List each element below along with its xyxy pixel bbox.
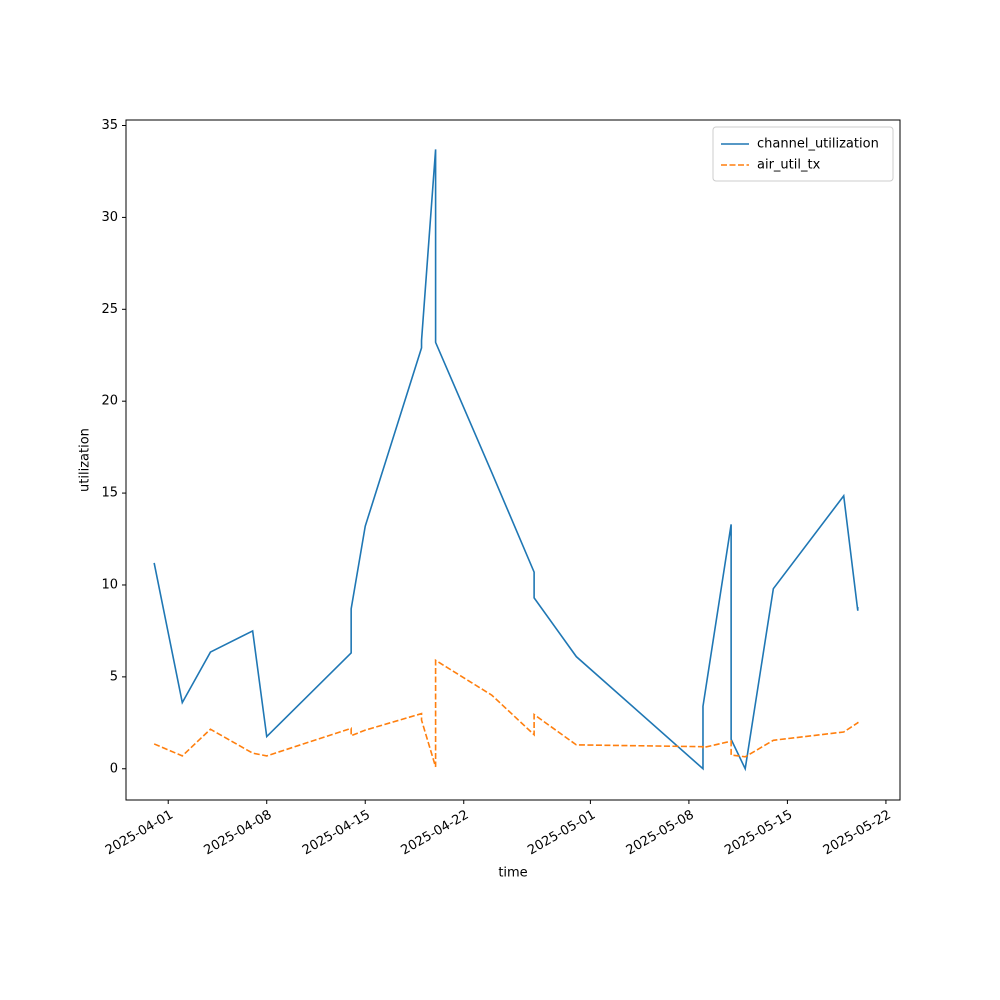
y-tick-label: 35 [101, 118, 118, 133]
x-tick-label: 2025-04-08 [202, 808, 275, 859]
x-tick-label: 2025-04-22 [399, 808, 472, 859]
x-axis-label: time [498, 866, 527, 881]
data-line [153, 149, 859, 772]
legend-label: channel_utilization [757, 137, 879, 152]
y-tick-label: 20 [101, 394, 118, 409]
legend-label: air_util_tx [757, 158, 821, 173]
y-tick-label: 25 [101, 302, 118, 317]
y-tick-label: 30 [101, 210, 118, 225]
data-line [153, 658, 859, 768]
x-tick-label: 2025-05-22 [821, 808, 894, 859]
y-axis-label: utilization [78, 428, 93, 492]
y-tick-label: 15 [101, 486, 118, 501]
x-tick-label: 2025-05-15 [722, 808, 795, 859]
y-tick-label: 5 [110, 669, 118, 684]
y-tick-label: 10 [101, 577, 118, 592]
y-tick-label: 0 [110, 761, 118, 776]
x-tick-label: 2025-04-15 [300, 808, 373, 859]
x-tick-label: 2025-04-01 [103, 808, 176, 859]
plot-frame [125, 119, 901, 801]
x-tick-label: 2025-05-08 [624, 808, 697, 859]
legend-box [712, 126, 894, 182]
x-tick-label: 2025-05-01 [525, 808, 598, 859]
